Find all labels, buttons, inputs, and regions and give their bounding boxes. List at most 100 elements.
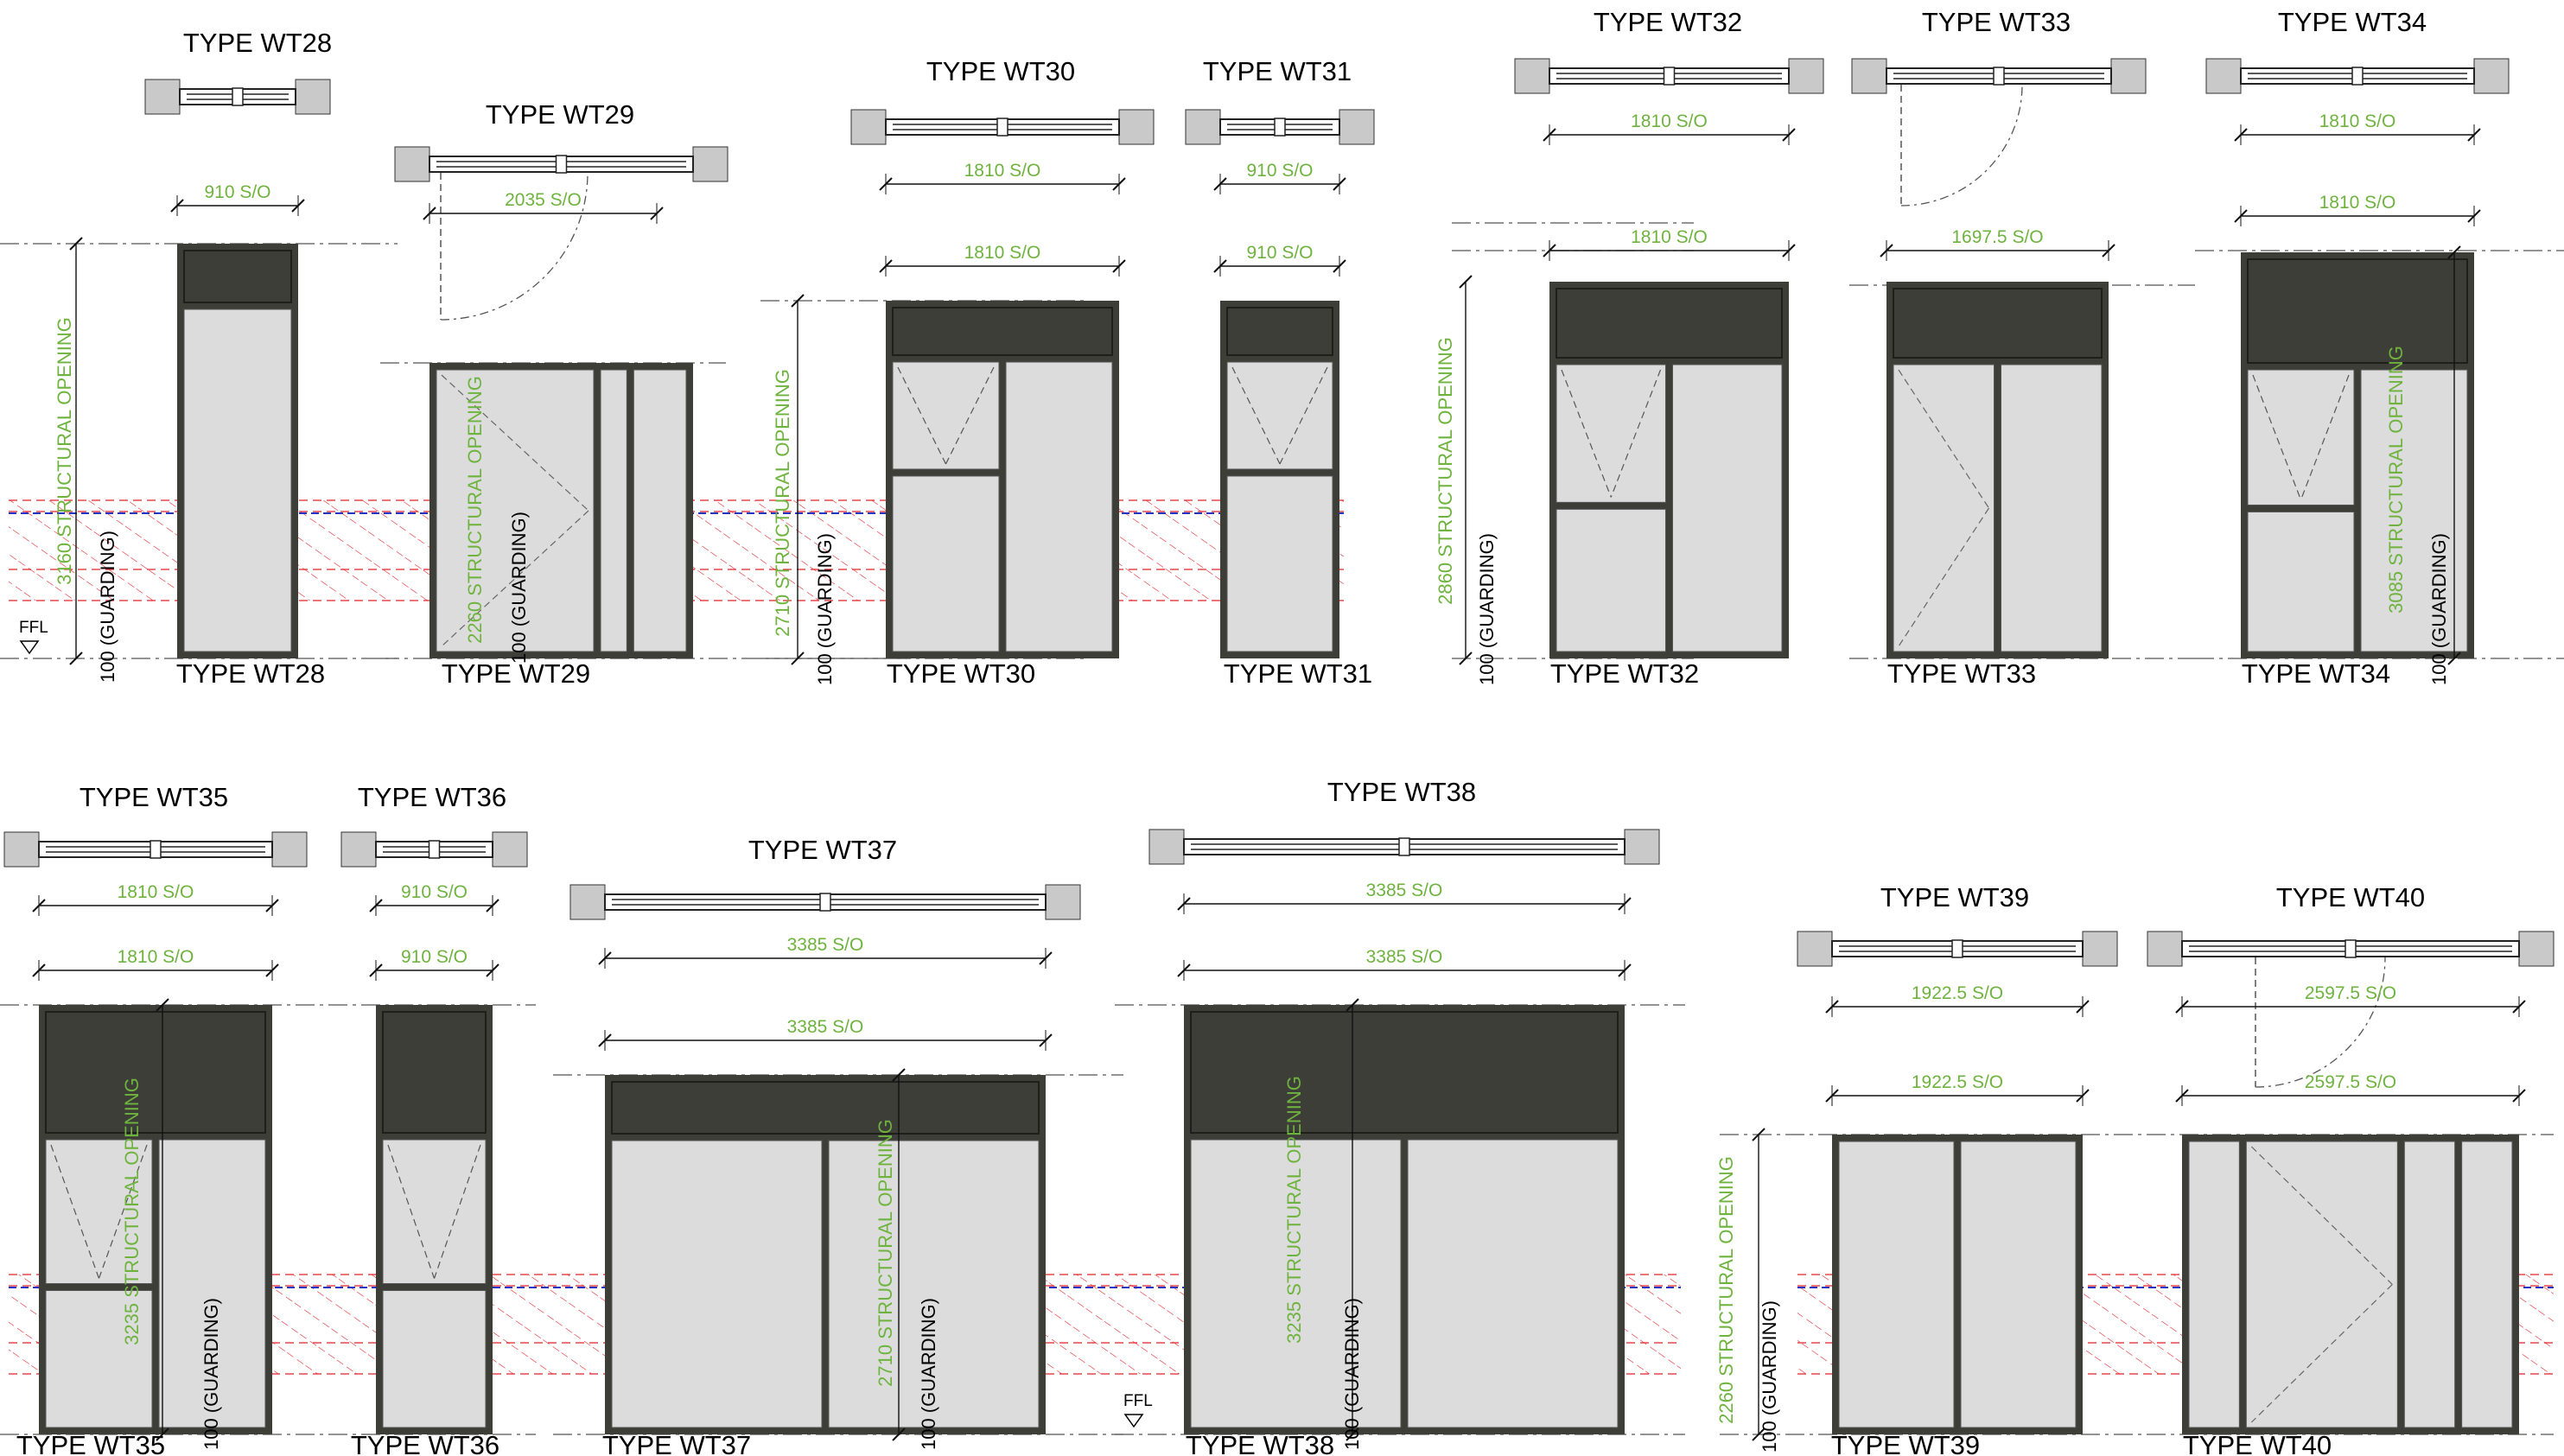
wt32-elev-title: TYPE WT32 xyxy=(1550,658,1699,689)
wt37-opening-dim-tick xyxy=(892,1427,906,1441)
wt39-elev-dim-label: 1922.5 S/O xyxy=(1912,1072,2003,1092)
wt34-elevation-glass xyxy=(2360,369,2468,652)
wt29-elev-title: TYPE WT29 xyxy=(442,658,590,689)
wt33-elevation-door-line xyxy=(1898,369,1990,509)
wt30-elevation-glass-lower xyxy=(892,475,1000,652)
wt36-elevation-glass-lower xyxy=(382,1290,487,1428)
wt38-plan-mullion xyxy=(1398,837,1410,856)
wt34-guard-label: 100 (GUARDING) xyxy=(2428,533,2450,685)
wt29-guard-label: 100 (GUARDING) xyxy=(508,512,530,664)
wt33-elevation-door-line xyxy=(1898,507,1990,647)
wt39-plan xyxy=(1797,931,2118,967)
wt39-elevation xyxy=(1832,1135,2083,1434)
wt28-elevation xyxy=(177,244,298,658)
wt32-opening-dim-tick xyxy=(1459,652,1473,665)
wt38-elev-title: TYPE WT38 xyxy=(1186,1430,1334,1456)
wt31-plan-mullion xyxy=(1274,118,1286,137)
wt37-plan-wall xyxy=(1045,884,1081,920)
wt34-opening-dim-tick xyxy=(2447,652,2461,665)
wt40-plan-door-swing xyxy=(2255,957,2386,1088)
wt30-plan-wall xyxy=(850,109,887,145)
wt30-opening-dim-tick xyxy=(791,294,805,308)
wt30-opening-label: 2710 STRUCTURAL OPENING xyxy=(772,369,793,637)
wt30-plan xyxy=(850,109,1155,145)
wt30-opening-dim-tick xyxy=(791,652,805,665)
wt28-plan xyxy=(144,79,331,115)
annotation-layer: TYPE WT28 910 S/O TYPE WT28 3160 STRUCTURAL… xyxy=(16,7,2450,1456)
wt35-plan-mullion xyxy=(150,840,162,859)
wt28-plan-wall xyxy=(144,79,181,115)
wt32-plan-dim-label: 1810 S/O xyxy=(1631,111,1708,131)
wt40-plan-wall xyxy=(2147,931,2183,967)
wt40-plan-title: TYPE WT40 xyxy=(2276,882,2425,912)
wt30-elevation-glass xyxy=(1005,361,1113,652)
wt40-plan xyxy=(2147,931,2554,1088)
wt32-elevation xyxy=(1549,282,1789,658)
wt35-elevation-opening-line xyxy=(50,1144,100,1279)
wt37-elevation-transom xyxy=(611,1081,1040,1135)
wt32-plan-wall xyxy=(1514,58,1550,94)
wt35-opening-label: 3235 STRUCTURAL OPENING xyxy=(121,1078,143,1345)
wt34-plan-wall xyxy=(2205,58,2242,94)
wt28-plan-wall xyxy=(295,79,331,115)
wt28-opening-dim-tick xyxy=(69,237,83,251)
wt34-plan-title: TYPE WT34 xyxy=(2278,7,2427,37)
wt31-plan-dim-label: 910 S/O xyxy=(1246,161,1313,181)
wt37-elevation xyxy=(605,1075,1046,1434)
wt28-guard-label: 100 (GUARDING) xyxy=(97,531,118,683)
wt34-plan xyxy=(2205,58,2510,94)
wt35-elevation-glass-lower xyxy=(45,1290,153,1428)
wt34-plan-mullion xyxy=(2351,67,2364,86)
wt38-plan-title: TYPE WT38 xyxy=(1327,777,1476,807)
wt38-plan-wall xyxy=(1148,829,1185,865)
wt35-elevation-glass-upper xyxy=(45,1139,153,1284)
wt32-plan xyxy=(1514,58,1824,94)
wt32-elev-dim-label: 1810 S/O xyxy=(1631,227,1708,247)
wt37-elevation-glass xyxy=(828,1140,1040,1428)
wt36-elevation-glass-upper xyxy=(382,1139,487,1284)
wt30-plan-title: TYPE WT30 xyxy=(926,56,1075,86)
wt34-elev-title: TYPE WT34 xyxy=(2242,658,2390,689)
ffl-marker-row1 xyxy=(19,640,40,655)
wt39-opening-label: 2260 STRUCTURAL OPENING xyxy=(1715,1156,1737,1424)
wt35-opening-dim-tick xyxy=(156,1427,169,1441)
wt28-opening-label: 3160 STRUCTURAL OPENING xyxy=(54,317,75,585)
wt32-opening-label: 2860 STRUCTURAL OPENING xyxy=(1435,337,1456,605)
wt31-plan-title: TYPE WT31 xyxy=(1203,56,1352,86)
wt36-plan-wall xyxy=(340,831,377,868)
wt31-elevation-glass-upper xyxy=(1226,361,1333,470)
wt39-plan-mullion xyxy=(1951,939,1963,958)
wt37-plan-title: TYPE WT37 xyxy=(748,835,897,865)
wt30-elevation-opening-line xyxy=(897,366,947,465)
wt38-elevation-glass xyxy=(1190,1139,1402,1428)
wt38-elevation xyxy=(1184,1005,1625,1434)
wt31-plan xyxy=(1185,109,1375,145)
wt33-elev-title: TYPE WT33 xyxy=(1887,658,2036,689)
wt28-opening-dim-tick xyxy=(69,652,83,665)
wt32-elevation-opening-line xyxy=(1561,369,1612,498)
wt34-opening-label: 3085 STRUCTURAL OPENING xyxy=(2385,346,2407,614)
wt31-elevation-opening-line xyxy=(1231,366,1281,465)
wt30-elev-dim-label: 1810 S/O xyxy=(964,243,1041,263)
wt39-opening-dim-tick xyxy=(1752,1128,1766,1141)
wt39-plan-wall xyxy=(2082,931,2118,967)
wt29-plan-wall xyxy=(394,146,430,182)
wt39-plan-title: TYPE WT39 xyxy=(1880,882,2029,912)
wt31-elevation-opening-line xyxy=(1279,366,1328,465)
wt36-elev-dim-label: 910 S/O xyxy=(401,947,468,967)
wt29-plan-dim-label: 2035 S/O xyxy=(505,190,582,210)
wt30-plan-dim-label: 1810 S/O xyxy=(964,161,1041,181)
wt35-plan xyxy=(3,831,308,868)
wt32-plan-wall xyxy=(1788,58,1824,94)
wt39-plan-wall xyxy=(1797,931,1833,967)
wt29-plan-title: TYPE WT29 xyxy=(486,99,634,130)
wt34-plan-wall xyxy=(2473,58,2510,94)
wt38-elev-dim-label: 3385 S/O xyxy=(1366,947,1443,967)
ffl-label-row2: FFL xyxy=(1123,1392,1153,1410)
elevation-layer xyxy=(39,244,2519,1434)
wt37-elevation-glass xyxy=(611,1140,823,1428)
wt36-elevation-opening-line xyxy=(433,1144,481,1279)
wt29-plan xyxy=(394,146,728,321)
wt34-elev-dim-label: 1810 S/O xyxy=(2319,193,2396,213)
wt31-elev-dim-label: 910 S/O xyxy=(1246,243,1313,263)
